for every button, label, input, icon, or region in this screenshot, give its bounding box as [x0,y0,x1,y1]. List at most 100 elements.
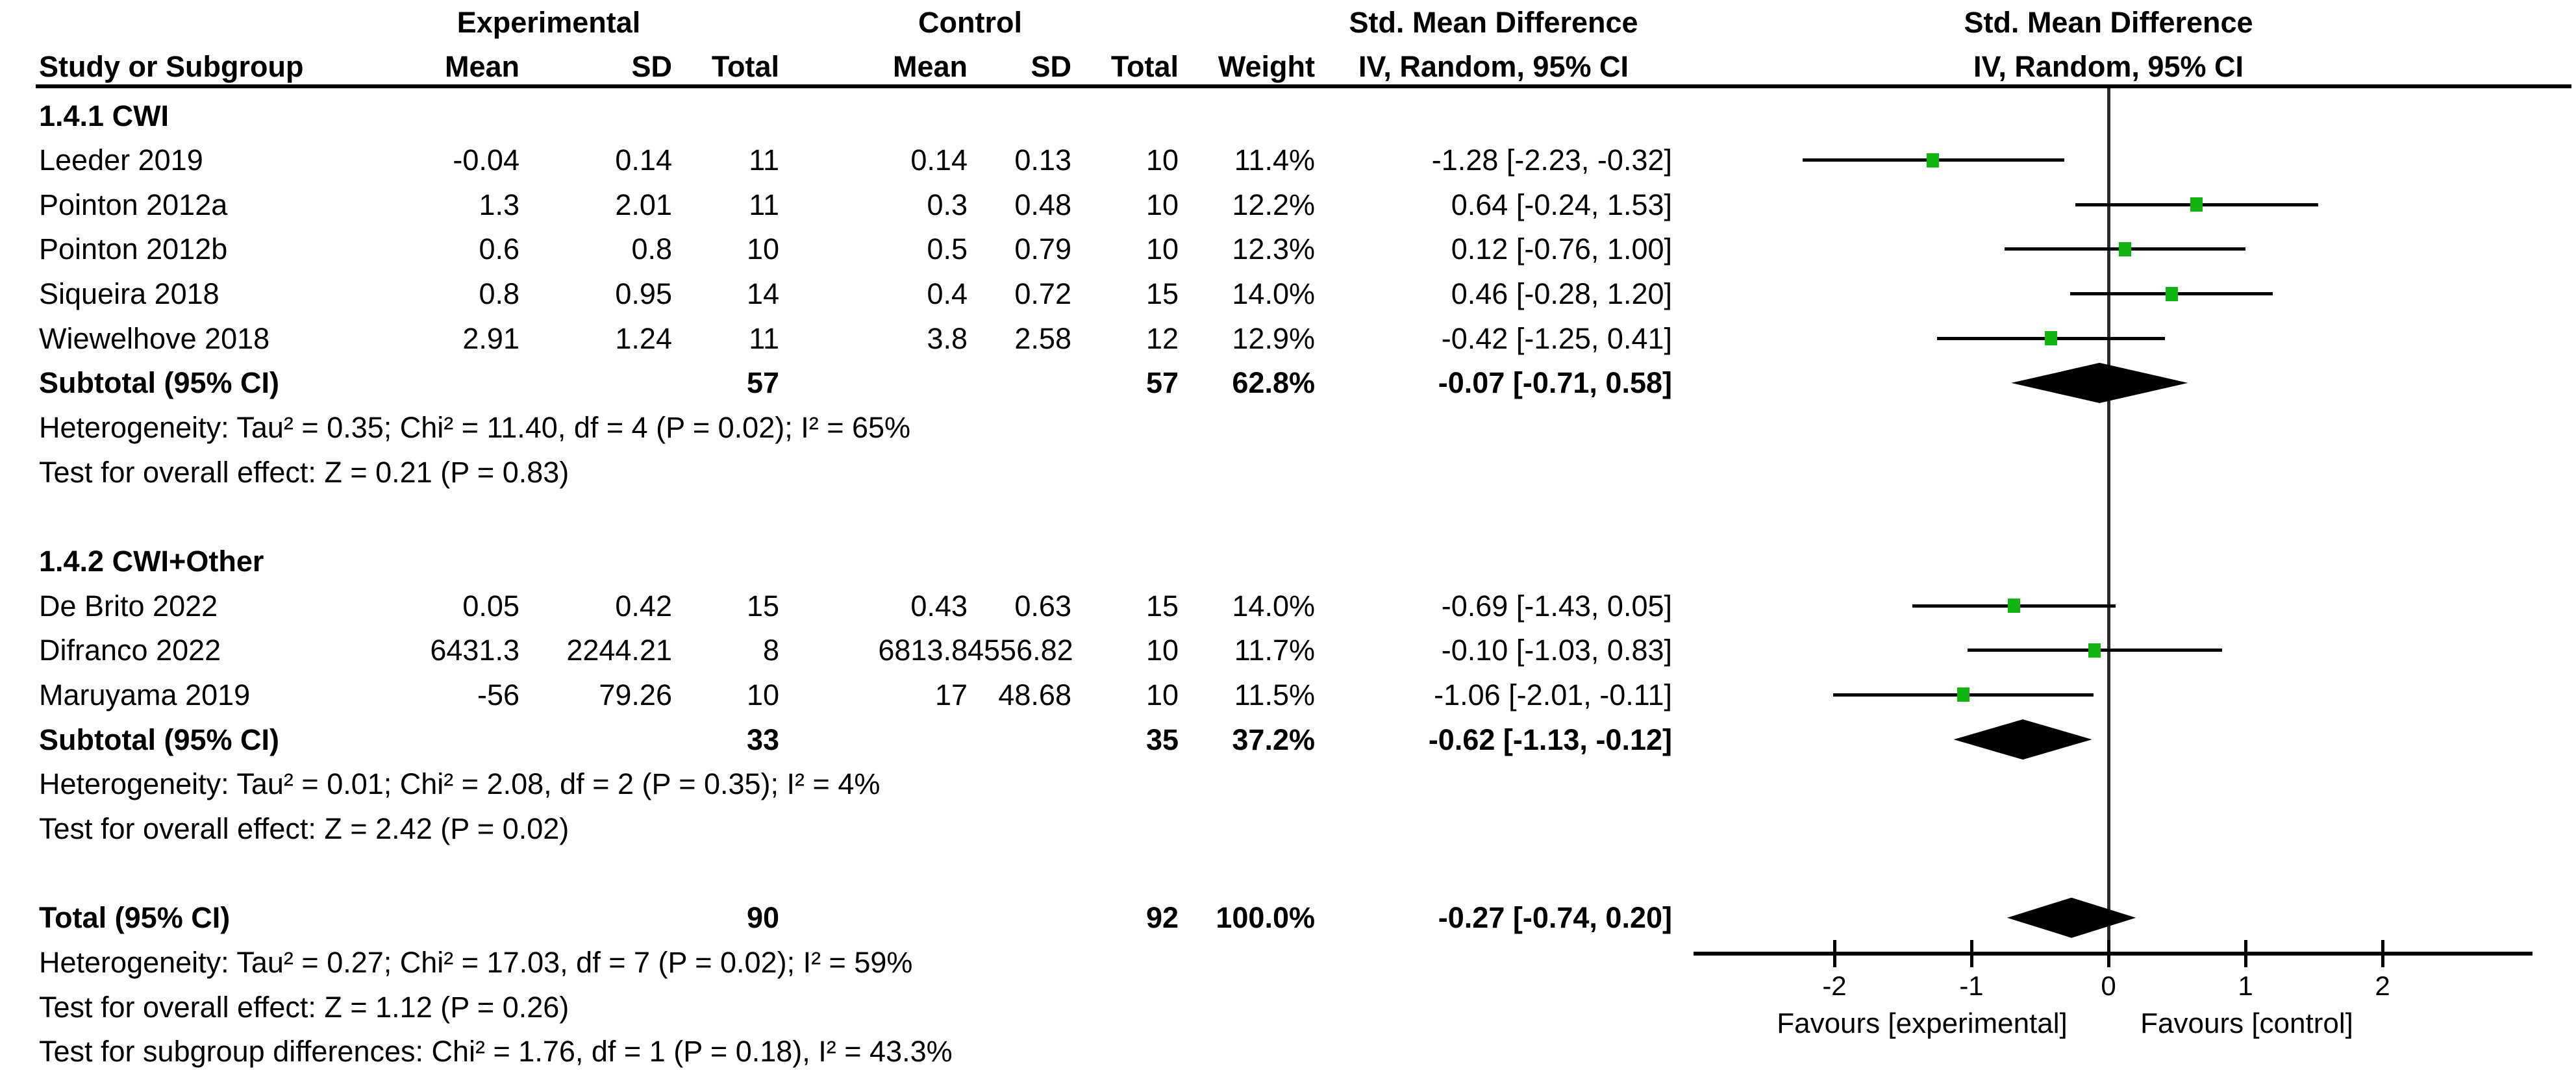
exp-sd: 1.24 [615,321,672,355]
col-ctrl-total: Total [1110,50,1179,83]
effect-marker [1927,153,1940,167]
ci-text: -0.42 [-1.25, 0.41] [1441,321,1672,355]
study-name: Wiewelhove 2018 [39,321,270,355]
weight: 37.2% [1232,723,1315,756]
axis-tick-label: 1 [2238,971,2253,1001]
ctrl-total: 10 [1145,188,1179,221]
study-row: Pointon 2012b 0.6 0.8 10 0.5 0.79 10 12.3% 0.12 … [39,227,1672,271]
heterogeneity-line: Heterogeneity: Tau² = 0.01; Chi² = 2.08,… [39,767,881,801]
exp-sd: 0.8 [631,232,672,266]
weight: 11.5% [1234,678,1315,711]
ci-text: -0.07 [-0.71, 0.58] [1438,366,1672,400]
exp-sd: 2244.21 [566,634,672,667]
exp-mean: 0.8 [479,277,519,311]
study-row: Wiewelhove 2018 2.91 1.24 11 3.8 2.58 12 12.9% -… [39,316,1672,361]
weight: 12.2% [1232,188,1315,221]
exp-total: 90 [746,901,779,935]
ctrl-mean: 3.8 [927,321,968,355]
col-exp-total: Total [711,50,779,83]
study-name: Subtotal (95% CI) [39,723,280,756]
study-name: Siqueira 2018 [39,277,219,311]
effect-marker [2007,599,2020,613]
ctrl-mean: 6813.8 [878,634,968,667]
ctrl-mean: 17 [934,678,968,711]
exp-total: 11 [749,143,779,177]
subgroup-label: 1.4.2 CWI+Other [39,545,264,578]
favours-left-label: Favours [experimental] [1777,1008,2068,1039]
ctrl-mean: 0.5 [927,232,968,266]
exp-total: 11 [749,188,779,221]
study-name: Maruyama 2019 [39,678,251,711]
ctrl-sd: 0.48 [1014,188,1071,221]
ctrl-mean: 0.14 [910,143,968,177]
ctrl-total: 15 [1145,277,1179,311]
ci-text: 0.46 [-0.28, 1.20] [1451,277,1672,311]
exp-total: 10 [746,232,779,266]
exp-total: 57 [746,366,779,400]
exp-total: 14 [746,277,779,311]
axis-tick-label: 2 [2375,971,2390,1001]
ctrl-sd: 2.58 [1014,321,1071,355]
effect-marker [2088,643,2101,658]
ctrl-sd: 0.79 [1014,232,1071,266]
header-smd-right: Std. Mean Difference [1964,6,2253,39]
ctrl-sd: 0.13 [1014,143,1071,177]
weight: 11.7% [1234,634,1315,667]
subtotal-row: Subtotal (95% CI) 57 57 62.8% -0.07 [-0.71, … [39,360,1672,405]
ctrl-mean: 0.43 [910,589,968,623]
exp-total: 33 [746,723,779,756]
weight: 14.0% [1232,589,1315,623]
summary-diamond [2011,362,2188,403]
summary-diamond [2007,897,2136,938]
exp-mean: -0.04 [453,143,519,177]
total-overall-effect-line: Test for overall effect: Z = 1.12 (P = 0… [39,990,569,1024]
ctrl-mean: 0.3 [927,188,968,221]
study-name: Subtotal (95% CI) [39,366,280,400]
ci-text: 0.12 [-0.76, 1.00] [1451,232,1672,266]
favours-right-label: Favours [control] [2140,1008,2353,1039]
ci-text: 0.64 [-0.24, 1.53] [1451,188,1672,221]
weight: 14.0% [1232,277,1315,311]
exp-sd: 2.01 [615,188,672,221]
exp-mean: 0.05 [462,589,519,623]
exp-mean: -56 [477,678,519,711]
ctrl-total: 10 [1145,143,1179,177]
column-header-row: Study or Subgroup Mean SD Total Mean SD … [39,48,1672,86]
exp-mean: 2.91 [462,321,519,355]
study-row: Siqueira 2018 0.8 0.95 14 0.4 0.72 15 14.0% 0.46… [39,271,1672,316]
table-body: 1.4.1 CWI Leeder 2019 -0.04 0.14 11 0.14 0.13 1… [39,0,1672,1088]
weight: 11.4% [1234,143,1315,177]
study-name: Difranco 2022 [39,634,221,667]
ci-text: -1.28 [-2.23, -0.32] [1431,143,1672,177]
total-heterogeneity-line: Heterogeneity: Tau² = 0.27; Chi² = 17.03… [39,945,913,979]
ctrl-total: 57 [1145,366,1179,400]
axis-tick-label: -1 [1959,971,1984,1001]
effect-marker [2118,241,2131,256]
exp-sd: 0.95 [615,277,672,311]
exp-sd: 0.14 [615,143,672,177]
ctrl-total: 35 [1145,723,1179,756]
ctrl-total: 10 [1145,678,1179,711]
header-rule [36,84,2571,88]
total-row: Total (95% CI) 90 92 100.0% -0.27 [-0.74, 0.… [39,895,1672,940]
ci-text: -1.06 [-2.01, -0.11] [1434,678,1672,711]
study-row: Maruyama 2019 -56 79.26 10 17 48.68 10 11.5% -1.… [39,673,1672,717]
weight: 12.3% [1232,232,1315,266]
header-control: Control [918,6,1022,39]
exp-total: 10 [746,678,779,711]
study-row: Difranco 2022 6431.3 2244.21 8 6813.8 4556.82… [39,628,1672,673]
header-smd-left: Std. Mean Difference [1349,6,1638,39]
ctrl-sd: 48.68 [998,678,1071,711]
ctrl-sd: 0.63 [1014,589,1071,623]
ci-text: -0.62 [-1.13, -0.12] [1428,723,1672,756]
exp-total: 11 [749,321,779,355]
study-row: Leeder 2019 -0.04 0.14 11 0.14 0.13 10 11.4% -1.… [39,138,1672,182]
ci-text: -0.69 [-1.43, 0.05] [1441,589,1672,623]
col-ctrl-mean: Mean [892,50,968,83]
col-ci-method: IV, Random, 95% CI [1358,50,1629,83]
weight: 62.8% [1232,366,1315,400]
ctrl-total: 15 [1145,589,1179,623]
plot-header-method: IV, Random, 95% CI [1973,50,2244,83]
